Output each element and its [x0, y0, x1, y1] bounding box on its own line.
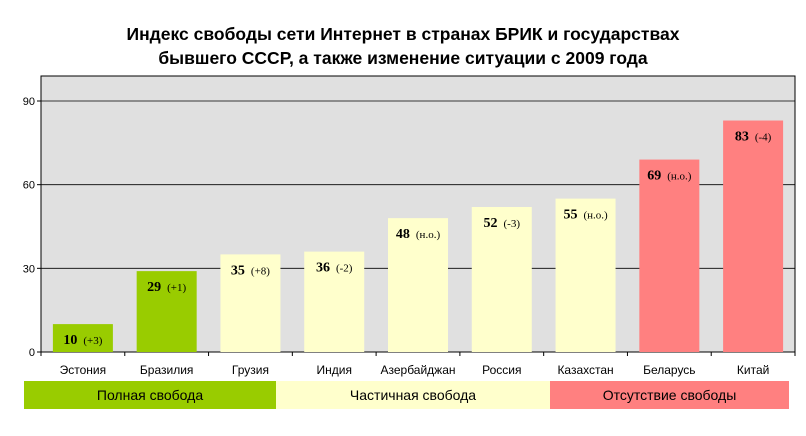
bar: [220, 254, 281, 352]
data-label: 36 (-2): [316, 261, 353, 276]
x-tick-label: Азербайджан: [380, 363, 455, 377]
data-label: 10 (+3): [63, 333, 102, 348]
x-tick-label: Россия: [482, 363, 521, 377]
x-tick-label: Грузия: [232, 363, 269, 377]
y-tick-label: 90: [23, 96, 35, 108]
y-tick-label: 60: [23, 180, 35, 192]
data-label: 83 (-4): [735, 130, 772, 145]
x-tick-label: Эстония: [60, 363, 107, 377]
x-tick-label: Беларусь: [643, 363, 695, 377]
bar: [52, 324, 113, 352]
y-tick-label: 30: [23, 263, 35, 275]
data-label: 55 (н.о.): [563, 208, 608, 223]
chart-title-line-1: Индекс свободы сети Интернет в странах Б…: [126, 24, 680, 44]
legend-no-freedom: Отсутствие свободы: [550, 381, 789, 409]
bar: [639, 159, 700, 352]
bar: [723, 120, 784, 353]
data-label: 48 (н.о.): [396, 227, 441, 242]
x-tick-label: Индия: [316, 363, 351, 377]
x-tick-label: Китай: [737, 363, 769, 377]
bar: [388, 218, 448, 352]
bar: [304, 251, 365, 352]
data-label: 69 (н.о.): [647, 169, 692, 184]
x-tick-label: Казахстан: [557, 363, 613, 377]
legend-partial-freedom: Частичная свобода: [276, 381, 550, 409]
bar: [555, 198, 616, 352]
legend-full-freedom: Полная свобода: [24, 381, 276, 409]
bar: [471, 206, 532, 352]
data-label: 35 (+8): [231, 263, 270, 278]
data-label: 52 (-3): [484, 216, 521, 231]
y-tick-label: 0: [29, 347, 35, 359]
chart-title-line-2: бывшего СССР, а также изменение ситуации…: [158, 48, 648, 68]
data-label: 29 (+1): [147, 280, 186, 295]
chart-title: Индекс свободы сети Интернет в странах Б…: [0, 22, 806, 70]
x-tick-label: Бразилия: [140, 363, 194, 377]
bar: [136, 271, 197, 352]
